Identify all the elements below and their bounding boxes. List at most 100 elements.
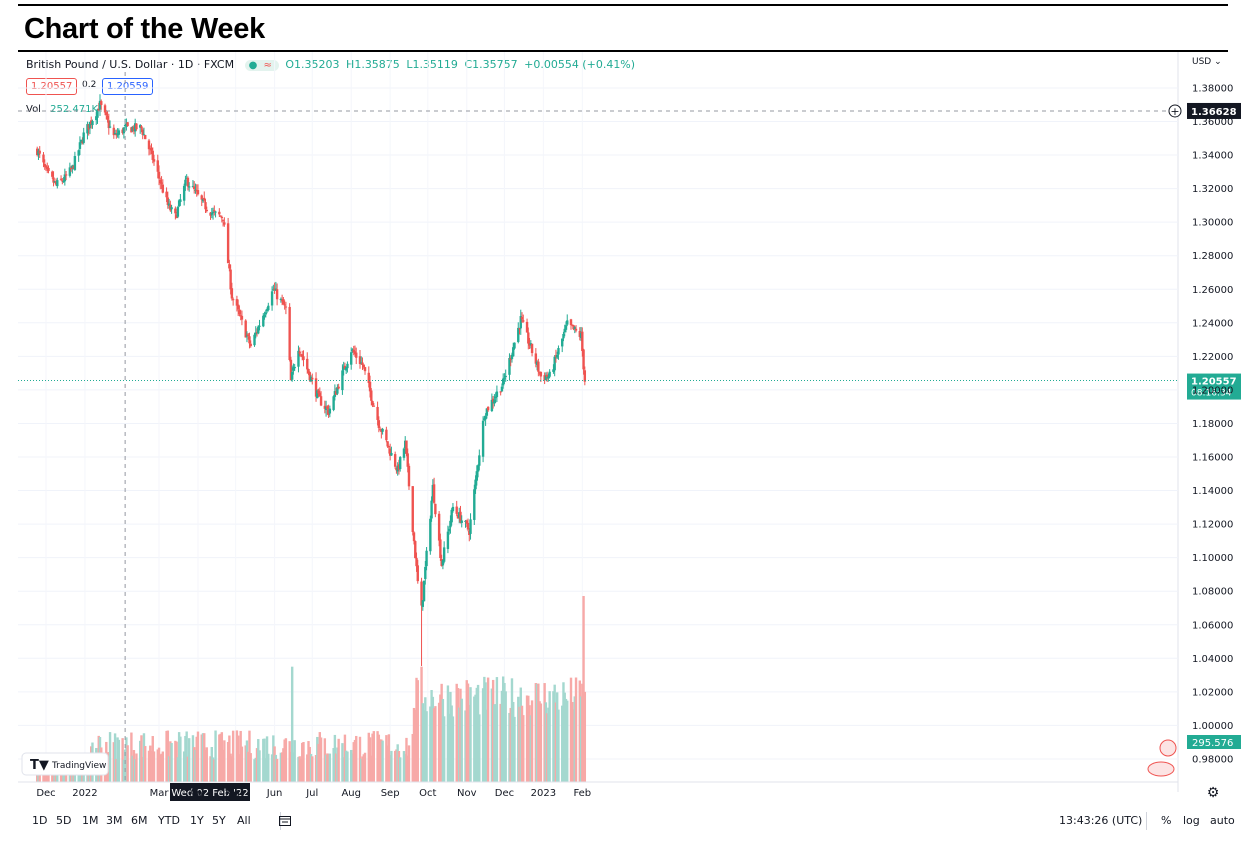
- clock-time[interactable]: 13:43:26 (UTC): [1059, 814, 1143, 827]
- candle-body: [44, 165, 48, 168]
- volume-bar: [132, 750, 136, 782]
- volume-bar: [368, 737, 372, 782]
- volume-bar: [343, 734, 347, 782]
- volume-bar: [107, 752, 110, 782]
- candle-body: [352, 349, 355, 353]
- range-button-6m[interactable]: 6M: [131, 814, 148, 827]
- plus-icon[interactable]: +: [1170, 105, 1179, 118]
- volume-bar: [402, 751, 406, 782]
- candle-body: [442, 547, 446, 562]
- volume-bar: [263, 738, 266, 782]
- range-button-1m[interactable]: 1M: [82, 814, 99, 827]
- volume-bar: [257, 739, 260, 782]
- candle-body: [311, 377, 314, 380]
- range-button-all[interactable]: All: [237, 814, 251, 827]
- volume-badge-text: 295.576: [1192, 738, 1233, 749]
- volume-bar: [388, 755, 392, 782]
- volume-bar: [191, 735, 195, 782]
- symbol-label[interactable]: British Pound / U.S. Dollar · 1D · FXCM: [26, 58, 235, 71]
- tradingview-logo[interactable]: [21, 752, 109, 776]
- volume-bar: [548, 691, 551, 782]
- volume-bars: [36, 596, 587, 782]
- volume-bar: [314, 754, 318, 782]
- sell-button[interactable]: 1.20557: [26, 78, 78, 95]
- candle-body: [253, 334, 256, 346]
- volume-bar: [231, 730, 235, 782]
- candle-body: [258, 325, 261, 327]
- volume-bar: [557, 709, 560, 782]
- candle-body: [274, 288, 278, 291]
- candle-body: [539, 372, 543, 377]
- uk-flag-event-icon[interactable]: [1159, 739, 1177, 757]
- candle-body: [564, 325, 568, 330]
- gear-icon[interactable]: ⚙: [1207, 785, 1220, 801]
- volume-bar: [411, 733, 414, 782]
- price-tick-label: 1.16000: [1192, 453, 1233, 464]
- price-tick-label: 1.08000: [1192, 587, 1233, 598]
- candle-body: [326, 406, 329, 409]
- candle-body: [43, 163, 46, 167]
- candle-body: [108, 126, 112, 128]
- candle-body: [157, 171, 161, 179]
- add-alert-icon[interactable]: [1168, 104, 1182, 118]
- candle-body: [307, 368, 310, 374]
- range-button-5y[interactable]: 5Y: [212, 814, 226, 827]
- volume-bar: [125, 737, 128, 782]
- auto-toggle[interactable]: auto: [1210, 814, 1235, 827]
- range-button-3m[interactable]: 3M: [106, 814, 123, 827]
- candle-body: [566, 320, 569, 325]
- percent-toggle[interactable]: %: [1161, 814, 1172, 827]
- candle-body: [456, 514, 460, 519]
- candle-body: [254, 332, 257, 335]
- range-button-ytd[interactable]: YTD: [158, 814, 180, 827]
- candle-body: [483, 418, 486, 420]
- candle-body: [133, 123, 137, 132]
- market-status-badge[interactable]: ● ≈: [244, 60, 279, 71]
- price-tick-label: 1.32000: [1192, 184, 1233, 195]
- volume-bar: [459, 688, 462, 782]
- volume-bar: [139, 740, 142, 782]
- buy-button[interactable]: 1.20559: [102, 78, 154, 95]
- volume-bar: [147, 750, 151, 782]
- range-button-1y[interactable]: 1Y: [190, 814, 204, 827]
- volume-bar: [474, 694, 477, 782]
- log-toggle[interactable]: log: [1183, 814, 1200, 827]
- volume-bar: [211, 757, 215, 782]
- candle-body: [98, 100, 102, 110]
- price-tick-label: 1.04000: [1192, 654, 1233, 665]
- candle-body: [327, 409, 330, 416]
- candle-body: [288, 306, 291, 361]
- us-flag-event-icon[interactable]: [1147, 761, 1175, 777]
- candle-body: [333, 391, 337, 397]
- candle-body: [245, 335, 249, 337]
- volume-label: Vol: [26, 104, 41, 115]
- volume-bar: [239, 730, 242, 782]
- candle-body: [518, 328, 521, 330]
- volume-bar: [486, 677, 490, 782]
- date-range-icon[interactable]: [278, 814, 292, 828]
- volume-bar: [414, 709, 417, 782]
- candle-body: [486, 406, 490, 411]
- volume-bar: [122, 759, 126, 782]
- candle-body: [353, 351, 357, 355]
- candle-body: [466, 522, 470, 530]
- volume-bar: [253, 759, 256, 782]
- candle-body: [328, 408, 332, 414]
- volume-bar: [440, 683, 443, 782]
- candle-body: [469, 519, 472, 534]
- candle-body: [360, 362, 363, 364]
- volume-bar: [273, 746, 276, 782]
- candle-body: [459, 511, 462, 523]
- candle-body: [36, 148, 39, 156]
- candle-body: [583, 370, 587, 382]
- candle-body: [574, 328, 578, 331]
- volume-bar: [543, 683, 546, 782]
- volume-bar: [564, 698, 568, 782]
- volume-bar: [311, 756, 314, 782]
- candle-body: [152, 159, 156, 162]
- range-button-1d[interactable]: 1D: [32, 814, 48, 827]
- range-button-5d[interactable]: 5D: [56, 814, 72, 827]
- currency-selector[interactable]: USD ⌄: [1192, 57, 1222, 67]
- candle-body: [161, 184, 165, 193]
